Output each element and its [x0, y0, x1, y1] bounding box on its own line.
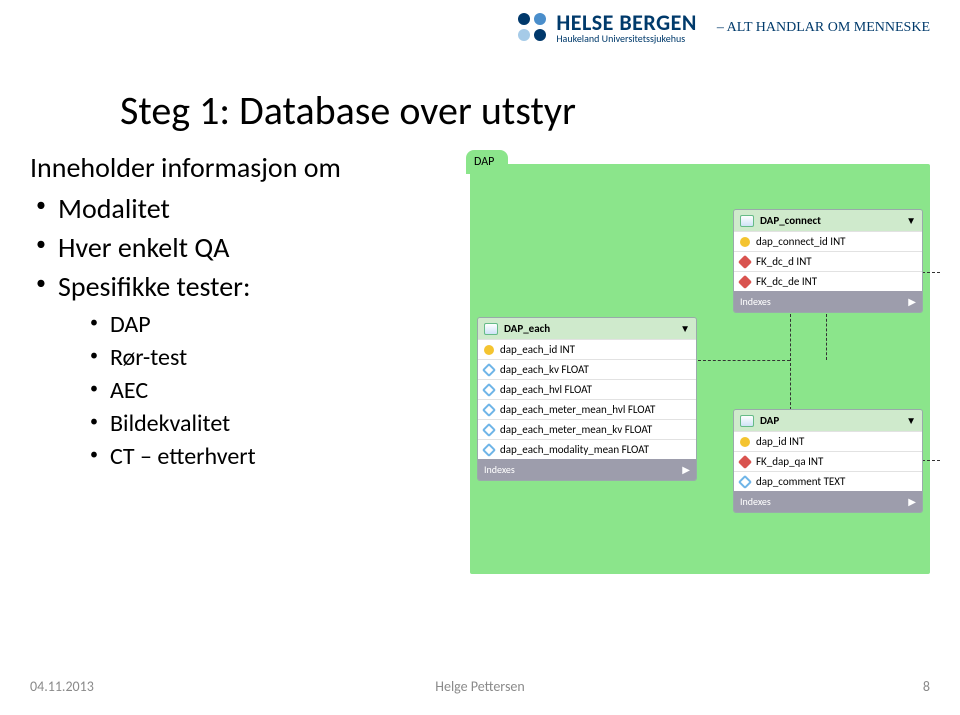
chevron-right-icon: ▶ — [908, 295, 916, 308]
db-column-label: dap_id INT — [756, 435, 804, 448]
db-column-row: dap_each_meter_mean_kv FLOAT — [478, 419, 696, 439]
chevron-down-icon: ▼ — [906, 214, 916, 227]
logo-tagline: – ALT HANDLAR OM MENNESKE — [717, 20, 930, 36]
footer-author: Helge Pettersen — [435, 678, 524, 695]
db-column-row: FK_dc_d INT — [734, 251, 922, 271]
db-column-label: dap_connect_id INT — [756, 235, 846, 248]
db-table-name: DAP_connect — [760, 214, 821, 227]
sub-bullet-item: Rør-test — [84, 343, 341, 372]
fk-icon — [738, 274, 752, 288]
sub-bullet-item: DAP — [84, 310, 341, 339]
slide-title: Steg 1: Database over utstyr — [120, 86, 576, 135]
sub-bullet-item: Bildekvalitet — [84, 409, 341, 438]
pk-icon — [740, 237, 750, 247]
db-table: DAP ▼ dap_id INT FK_dap_qa INT dap_comment T… — [734, 410, 922, 512]
col-icon — [738, 474, 752, 488]
connector — [698, 360, 790, 361]
db-table: DAP_connect ▼ dap_connect_id INT FK_dc_d IN… — [734, 210, 922, 312]
sub-bullet-item: AEC — [84, 376, 341, 405]
db-column-row: dap_each_id INT — [478, 339, 696, 359]
db-column-label: dap_comment TEXT — [756, 475, 845, 488]
bullet-label: Spesifikke tester: — [58, 269, 250, 304]
slide: HELSE BERGEN Haukeland Universitetssjuke… — [0, 0, 960, 715]
pk-icon — [740, 437, 750, 447]
brand-logo: HELSE BERGEN Haukeland Universitetssjuke… — [518, 12, 930, 44]
bullet-item: Modalitet — [30, 191, 341, 226]
db-indexes-row: Indexes ▶ — [734, 291, 922, 312]
pk-icon — [484, 345, 494, 355]
chevron-down-icon: ▼ — [680, 322, 690, 335]
logo-main: HELSE BERGEN — [556, 12, 697, 34]
col-icon — [482, 382, 496, 396]
db-table-name: DAP_each — [504, 322, 550, 335]
footer-page: 8 — [923, 678, 930, 695]
db-column-label: FK_dap_qa INT — [756, 455, 823, 468]
footer-date: 04.11.2013 — [30, 678, 94, 695]
db-column-row: dap_id INT — [734, 431, 922, 451]
db-indexes-row: Indexes ▶ — [478, 459, 696, 480]
chevron-right-icon: ▶ — [908, 495, 916, 508]
logo-dot — [518, 29, 530, 41]
db-column-row: dap_each_meter_mean_hvl FLOAT — [478, 399, 696, 419]
logo-dot — [534, 29, 546, 41]
logo-dot — [518, 13, 530, 25]
bullet-list: Modalitet Hver enkelt QA Spesifikke test… — [30, 191, 341, 471]
logo-sub: Haukeland Universitetssjukehus — [556, 34, 697, 44]
bullet-item: Spesifikke tester: DAP Rør-test AEC Bild… — [30, 269, 341, 471]
sub-bullet-list: DAP Rør-test AEC Bildekvalitet CT – ette… — [84, 310, 341, 471]
connector — [922, 272, 940, 273]
bullet-item: Hver enkelt QA — [30, 230, 341, 265]
fk-icon — [738, 454, 752, 468]
lead-in: Inneholder informasjon om — [30, 150, 341, 185]
body-text: Inneholder informasjon om Modalitet Hver… — [30, 150, 341, 475]
db-table-header: DAP ▼ — [734, 410, 922, 431]
connector — [922, 460, 940, 461]
chevron-down-icon: ▼ — [906, 414, 916, 427]
db-column-row: FK_dc_de INT — [734, 271, 922, 291]
logo-dot — [534, 13, 546, 25]
db-column-label: FK_dc_d INT — [756, 255, 812, 268]
db-column-row: dap_connect_id INT — [734, 231, 922, 251]
db-column-label: dap_each_meter_mean_hvl FLOAT — [500, 403, 655, 416]
db-column-row: dap_comment TEXT — [734, 471, 922, 491]
db-table: DAP_each ▼ dap_each_id INT dap_each_kv FLOA… — [478, 318, 696, 480]
db-column-label: dap_each_id INT — [500, 343, 575, 356]
col-icon — [482, 442, 496, 456]
db-column-label: dap_each_modality_mean FLOAT — [500, 443, 649, 456]
db-table-name: DAP — [760, 414, 779, 427]
indexes-label: Indexes — [740, 495, 771, 508]
logo-dots — [518, 13, 548, 43]
connector — [790, 314, 791, 410]
db-column-label: dap_each_hvl FLOAT — [500, 383, 592, 396]
table-icon — [740, 215, 754, 227]
diagram-tab: DAP — [466, 150, 508, 174]
indexes-label: Indexes — [740, 295, 771, 308]
db-column-row: dap_each_hvl FLOAT — [478, 379, 696, 399]
sub-bullet-item: CT – etterhvert — [84, 442, 341, 471]
db-table-header: DAP_connect ▼ — [734, 210, 922, 231]
connector — [826, 314, 827, 360]
logo-text: HELSE BERGEN Haukeland Universitetssjuke… — [556, 12, 697, 44]
table-icon — [740, 415, 754, 427]
slide-footer: 04.11.2013 Helge Pettersen 8 — [30, 678, 930, 695]
db-column-row: dap_each_kv FLOAT — [478, 359, 696, 379]
db-diagram: DAP DAP_each ▼ dap_each_id INT dap_each_kv … — [470, 164, 930, 574]
db-indexes-row: Indexes ▶ — [734, 491, 922, 512]
fk-icon — [738, 254, 752, 268]
col-icon — [482, 402, 496, 416]
db-column-row: FK_dap_qa INT — [734, 451, 922, 471]
col-icon — [482, 422, 496, 436]
db-column-label: FK_dc_de INT — [756, 275, 817, 288]
db-column-label: dap_each_kv FLOAT — [500, 363, 589, 376]
chevron-right-icon: ▶ — [682, 463, 690, 476]
db-column-label: dap_each_meter_mean_kv FLOAT — [500, 423, 652, 436]
col-icon — [482, 362, 496, 376]
indexes-label: Indexes — [484, 463, 515, 476]
table-icon — [484, 323, 498, 335]
db-table-header: DAP_each ▼ — [478, 318, 696, 339]
db-column-row: dap_each_modality_mean FLOAT — [478, 439, 696, 459]
